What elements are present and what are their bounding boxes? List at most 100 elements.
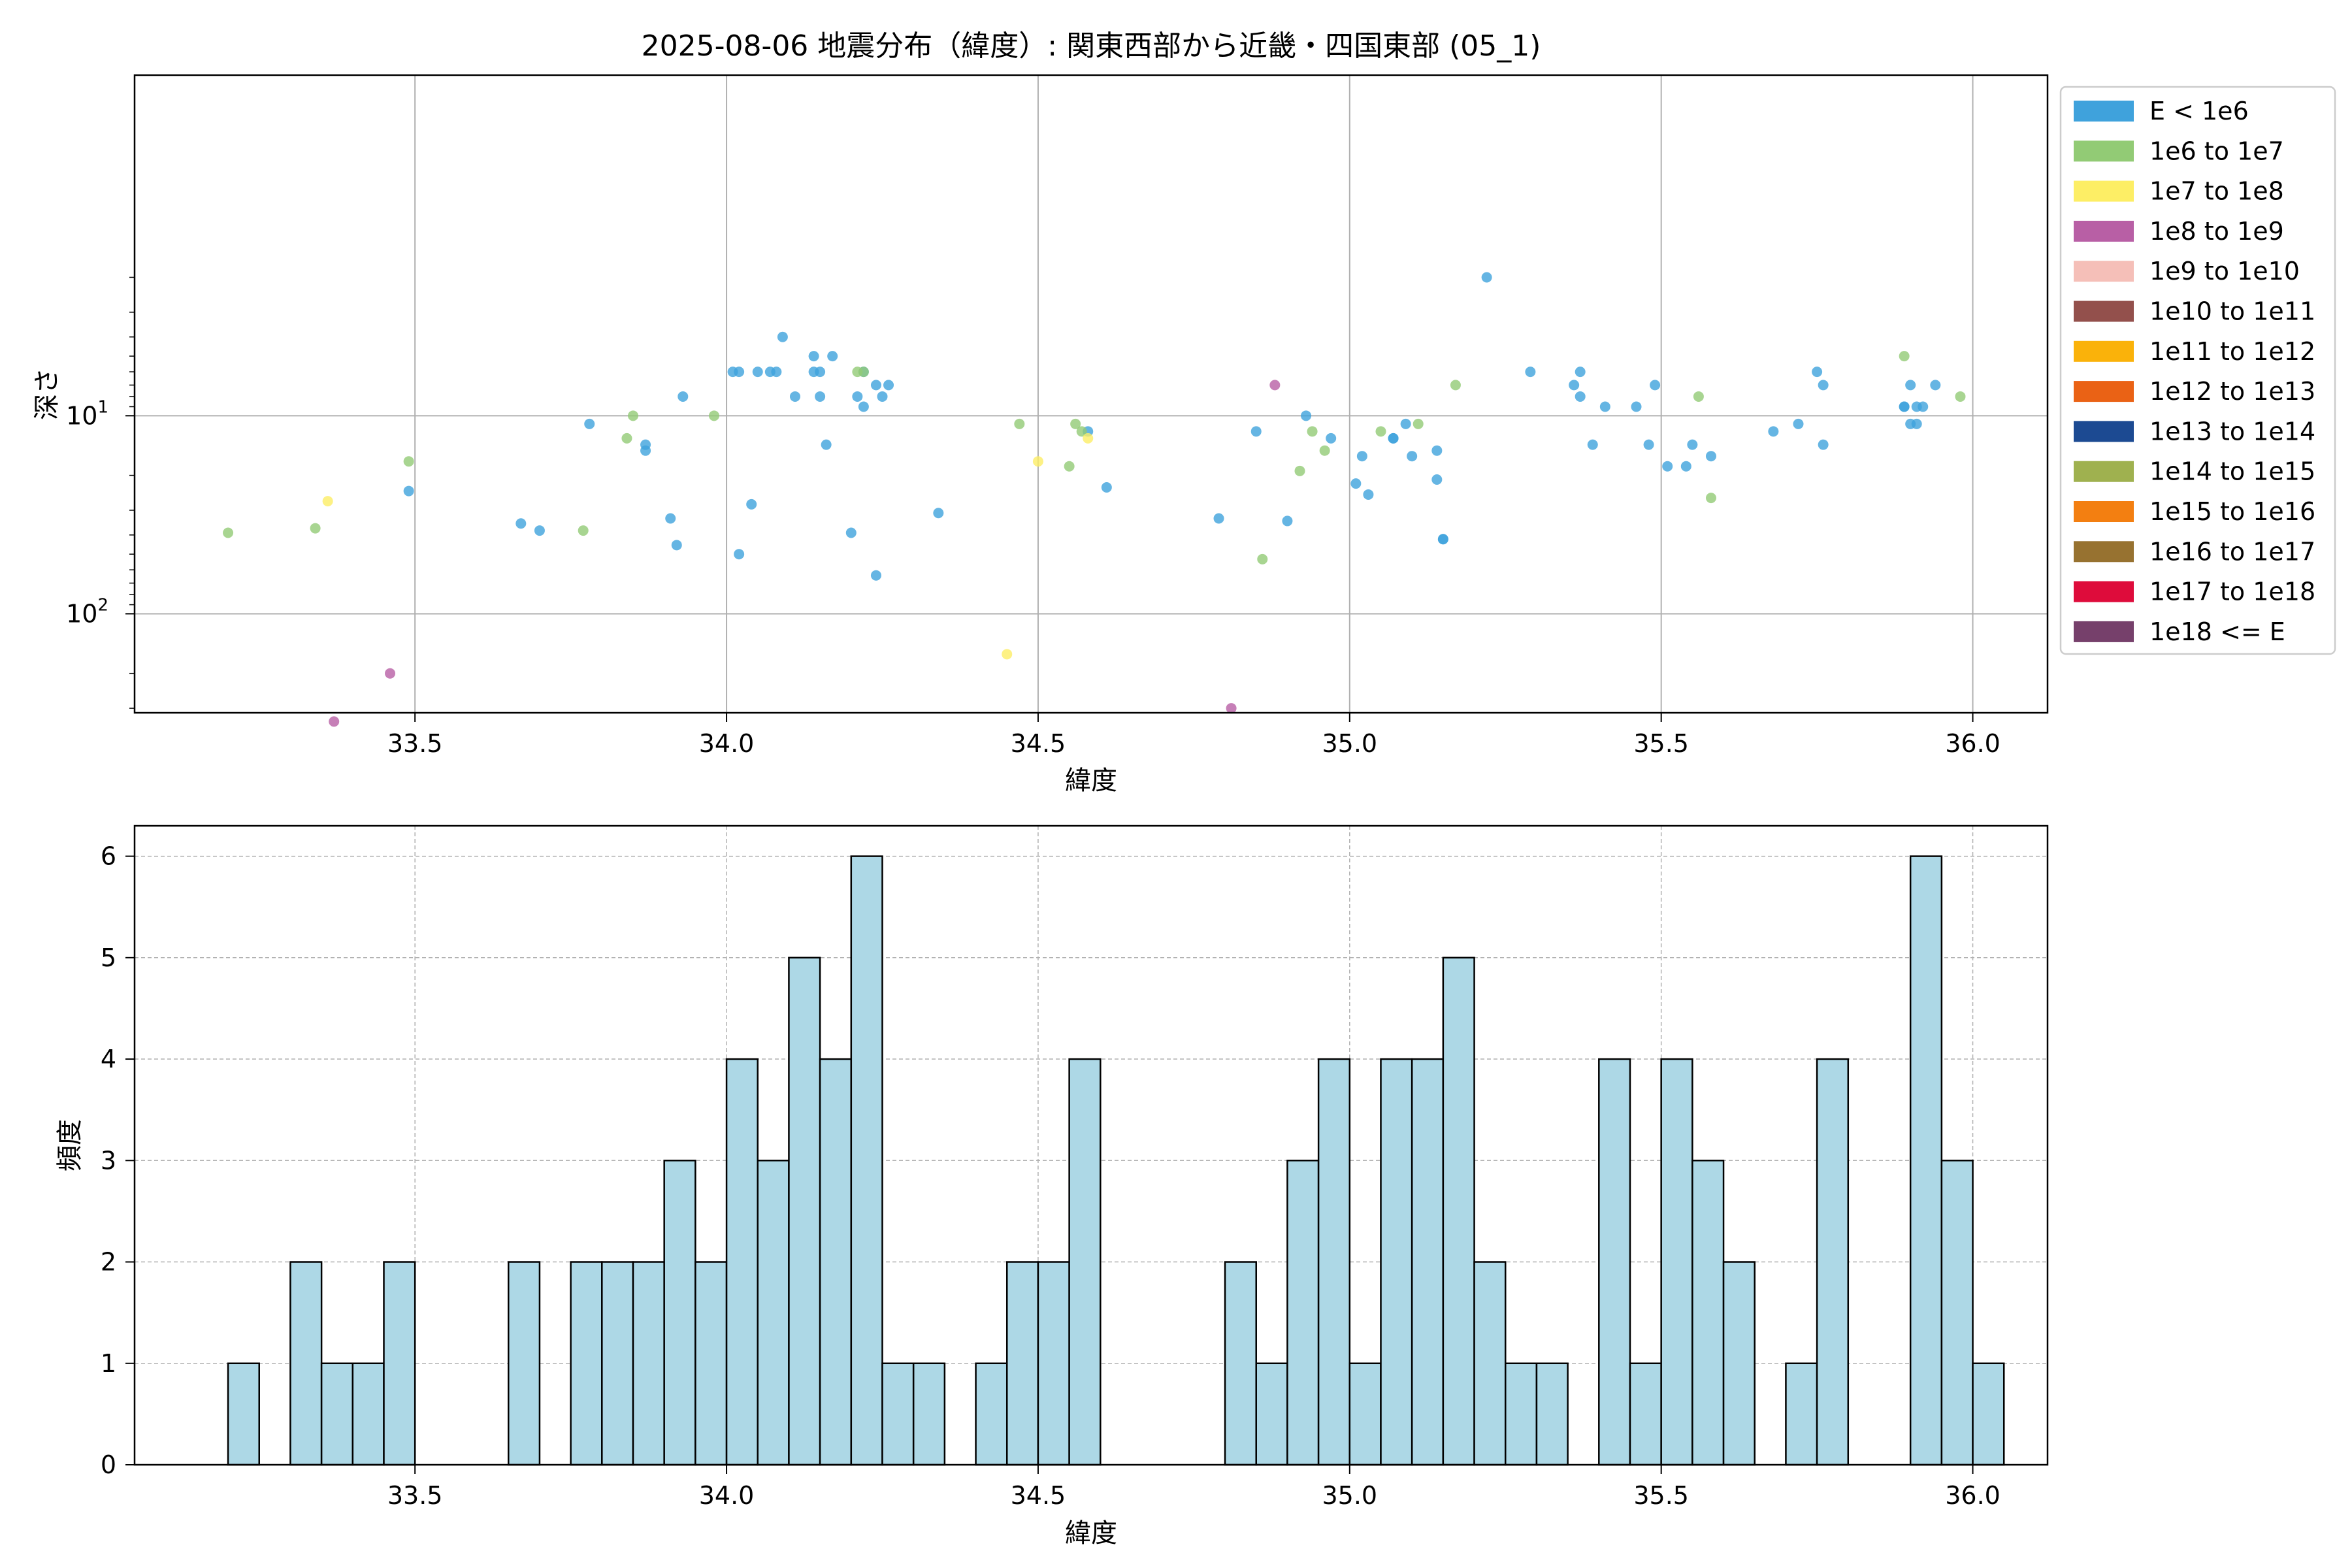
scatter-point [752,367,763,378]
scatter-x-axis-label: 緯度 [1065,766,1117,796]
legend-entry-label: 1e18 <= E [2149,617,2285,646]
scatter-point [1680,461,1691,472]
legend-swatch [2074,621,2134,642]
scatter-point [1693,391,1704,402]
scatter-point [1301,410,1312,421]
histogram-bar [601,1261,634,1466]
scatter-point [223,527,234,538]
histogram-bar [1286,1160,1320,1466]
scatter-y-tick-exponent: 2 [97,595,108,615]
scatter-point [515,518,527,529]
histogram-y-tick-label: 3 [101,1146,116,1175]
scatter-gridlines [135,75,2048,713]
scatter-point [1793,418,1804,429]
scatter-x-tick-label: 35.0 [1322,729,1377,758]
scatter-point [1269,380,1281,391]
histogram-bar [1037,1261,1070,1466]
scatter-point [1481,272,1492,283]
histogram-y-tick-label: 4 [101,1045,116,1073]
legend-swatch [2074,301,2134,322]
scatter-point [1226,703,1237,714]
scatter-point [1955,391,1966,402]
scatter-point [1587,439,1598,450]
legend-swatch [2074,220,2134,242]
scatter-point [322,496,333,507]
scatter-point [1599,401,1610,412]
scatter-point [1431,445,1443,456]
histogram-bar [507,1261,541,1466]
scatter-point [858,367,869,378]
histogram-bar [1411,1058,1445,1466]
histogram-bar [694,1261,728,1466]
scatter-point [1064,461,1075,472]
scatter-point [1899,351,1910,362]
histogram-x-ticks: 33.5 34.0 34.5 35.0 35.5 36.0 [387,1465,2001,1510]
legend-entry-label: 1e14 to 1e15 [2149,457,2315,486]
histogram-bar [975,1362,1008,1466]
legend-entry-label: 1e16 to 1e17 [2149,537,2315,566]
scatter-point [1294,465,1305,476]
histogram-panel: 33.5 34.0 34.5 35.0 35.5 36.0 0 1 2 3 4 5 6 緯度 頻度 [55,825,2049,1548]
scatter-x-tick-label: 34.0 [699,729,755,758]
histogram-bar [1940,1160,1974,1466]
histogram-bar [570,1261,603,1466]
scatter-point [877,391,888,402]
scatter-point [1643,439,1654,450]
scatter-point [771,367,782,378]
scatter-point [1356,451,1367,462]
histogram-x-tick-label: 34.0 [699,1481,755,1510]
scatter-y-axis-label: 深さ [32,368,62,420]
scatter-point [310,523,321,534]
histogram-bar [227,1362,260,1466]
scatter-point [1662,461,1673,472]
histogram-bar [757,1160,790,1466]
scatter-point [821,439,832,450]
scatter-point [1687,439,1698,450]
scatter-point [1083,433,1094,444]
legend-entry-label: 1e15 to 1e16 [2149,497,2315,526]
scatter-point [870,380,881,391]
scatter-y-tick-base: 10 [66,401,97,430]
legend-swatch [2074,501,2134,522]
legend-entry-label: 1e11 to 1e12 [2149,337,2315,366]
histogram-bar [1629,1362,1662,1466]
histogram-bar [1909,855,1943,1466]
scatter-point [1431,474,1443,485]
legend-swatch [2074,581,2134,602]
scatter-point [1002,649,1013,660]
histogram-bar [289,1261,323,1466]
histogram-x-axis-label: 緯度 [1065,1518,1117,1548]
scatter-point [1070,418,1081,429]
scatter-point [1437,534,1448,545]
scatter-point [678,391,689,402]
histogram-x-tick-label: 36.0 [1945,1481,2001,1510]
scatter-point [534,525,545,536]
histogram-bar [819,1058,853,1466]
histogram-bar [1442,956,1475,1466]
histogram-bar [1380,1058,1413,1466]
histogram-y-tick-label: 2 [101,1248,116,1277]
histogram-x-tick-label: 35.0 [1322,1481,1377,1510]
histogram-bar [1317,1058,1351,1466]
histogram-bar [788,956,821,1466]
scatter-x-tick-label: 36.0 [1945,729,2001,758]
legend-entry-label: 1e10 to 1e11 [2149,297,2315,326]
scatter-point [621,433,632,444]
scatter-point [1450,380,1461,391]
scatter-point [1363,489,1374,500]
scatter-point [883,380,894,391]
scatter-point [1350,478,1362,489]
scatter-point [1413,418,1424,429]
scatter-points [223,272,1966,727]
legend-swatch [2074,541,2134,563]
histogram-bar [1255,1362,1288,1466]
histogram-bar [1816,1058,1850,1466]
histogram-y-tick-label: 0 [101,1450,116,1479]
scatter-point [1705,493,1716,504]
histogram-x-tick-label: 34.5 [1011,1481,1066,1510]
histogram-bar [1224,1261,1257,1466]
legend-swatch [2074,261,2134,282]
histogram-y-axis-label: 頻度 [55,1119,85,1171]
histogram-bars [227,855,2005,1466]
histogram-bar [1972,1362,2005,1466]
